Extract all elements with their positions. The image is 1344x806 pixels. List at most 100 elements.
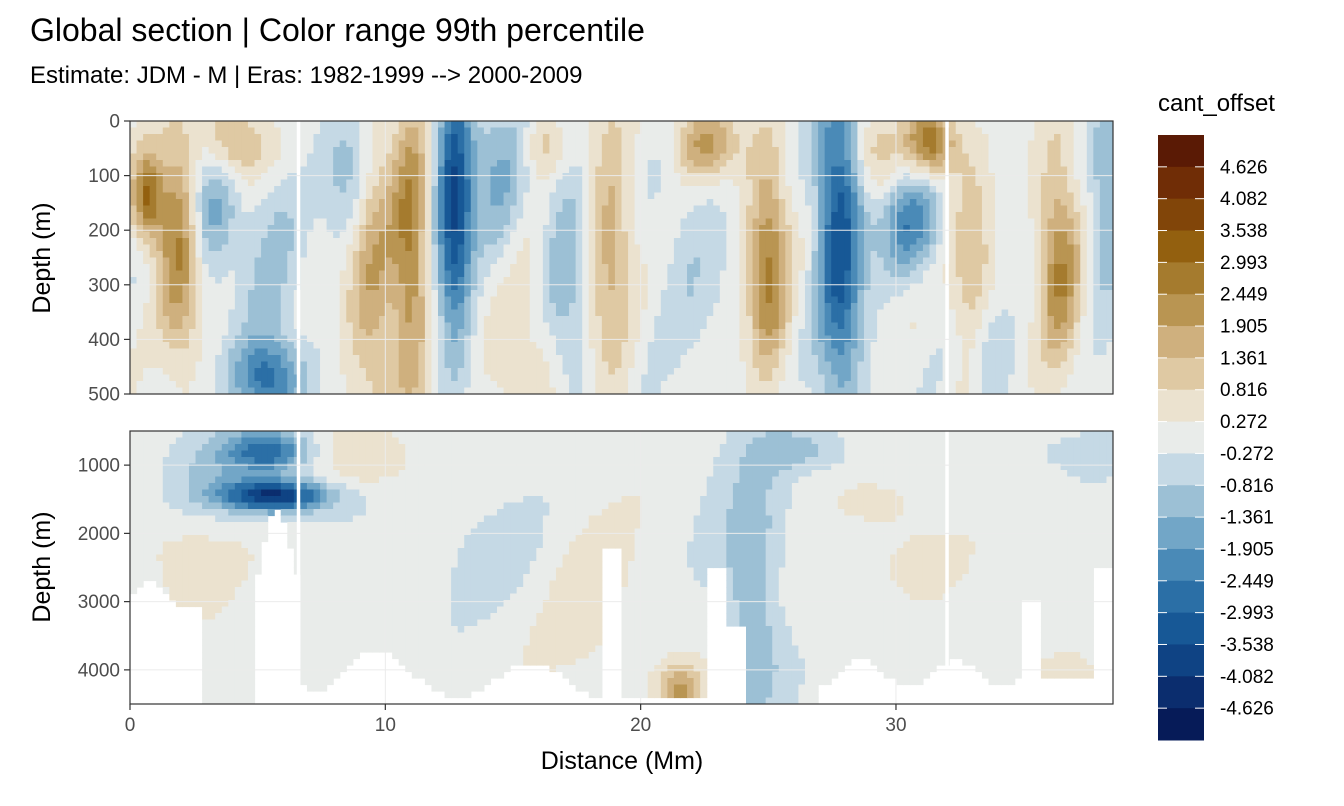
field-cell xyxy=(385,134,393,142)
field-cell xyxy=(444,205,452,213)
field-cell xyxy=(169,186,177,194)
field-cell xyxy=(247,244,256,252)
field-cell xyxy=(267,238,275,246)
field-cell xyxy=(739,134,747,142)
field-cell xyxy=(949,316,957,324)
field-cell xyxy=(1008,296,1016,304)
field-cell xyxy=(169,309,177,317)
field-cell xyxy=(732,153,741,161)
field-cell xyxy=(687,121,695,129)
field-cell xyxy=(929,147,937,155)
field-cell xyxy=(457,186,465,194)
field-cell xyxy=(850,231,859,239)
field-cell xyxy=(903,140,911,148)
field-cell xyxy=(143,121,151,129)
field-cell xyxy=(431,212,439,220)
field-cell xyxy=(280,147,288,155)
field-cell xyxy=(628,166,636,174)
field-cell xyxy=(136,160,144,168)
field-cell xyxy=(877,218,885,226)
field-cell xyxy=(411,290,419,298)
field-cell xyxy=(352,166,360,174)
field-cell xyxy=(202,270,210,278)
field-cell xyxy=(929,283,937,291)
field-cell xyxy=(457,134,465,142)
field-cell xyxy=(136,134,144,142)
field-cell xyxy=(831,257,839,265)
field-cell xyxy=(510,316,518,324)
field-cell xyxy=(529,173,537,181)
field-cell xyxy=(326,244,334,252)
field-cell xyxy=(392,212,400,220)
field-cell xyxy=(824,134,832,142)
field-cell xyxy=(175,231,184,239)
field-cell xyxy=(850,322,859,330)
field-cell xyxy=(392,303,400,311)
field-cell xyxy=(575,179,583,187)
field-cell xyxy=(444,160,452,168)
field-cell xyxy=(477,140,485,148)
field-cell xyxy=(588,270,596,278)
field-cell xyxy=(274,290,282,298)
field-cell xyxy=(949,147,957,155)
field-cell xyxy=(202,212,210,220)
field-cell xyxy=(896,192,904,200)
field-cell xyxy=(143,205,151,213)
field-cell xyxy=(575,270,583,278)
field-cell xyxy=(156,257,164,265)
field-cell xyxy=(798,173,806,181)
field-cell xyxy=(877,225,885,233)
field-cell xyxy=(798,244,806,252)
field-cell xyxy=(359,251,367,259)
field-cell xyxy=(700,277,708,285)
field-cell xyxy=(438,192,446,200)
field-cell xyxy=(175,290,184,298)
field-cell xyxy=(339,277,347,285)
field-cell xyxy=(1034,329,1042,337)
field-cell xyxy=(654,251,662,259)
field-cell xyxy=(405,127,413,135)
field-cell xyxy=(818,303,826,311)
field-cell xyxy=(575,290,583,298)
field-cell xyxy=(130,329,138,337)
field-cell xyxy=(136,205,144,213)
field-cell xyxy=(549,251,557,259)
field-cell xyxy=(765,231,773,239)
field-cell xyxy=(1040,257,1049,265)
field-cell xyxy=(811,225,819,233)
field-cell xyxy=(503,173,511,181)
field-cell xyxy=(398,205,406,213)
field-cell xyxy=(896,218,904,226)
field-cell xyxy=(280,257,288,265)
field-cell xyxy=(385,290,393,298)
field-cell xyxy=(149,244,157,252)
field-cell xyxy=(477,166,485,174)
field-cell xyxy=(968,192,976,200)
field-cell xyxy=(438,212,446,220)
field-cell xyxy=(903,290,911,298)
field-cell xyxy=(1027,205,1035,213)
field-cell xyxy=(228,218,236,226)
field-cell xyxy=(890,283,898,291)
field-cell xyxy=(981,309,990,317)
field-cell xyxy=(608,192,616,200)
field-cell xyxy=(922,140,931,148)
field-cell xyxy=(870,160,878,168)
field-cell xyxy=(188,166,197,174)
field-cell xyxy=(680,147,688,155)
field-cell xyxy=(1073,322,1081,330)
field-cell xyxy=(785,329,793,337)
field-cell xyxy=(503,257,511,265)
field-cell xyxy=(654,140,662,148)
field-cell xyxy=(759,231,767,239)
field-cell xyxy=(569,186,577,194)
field-cell xyxy=(320,199,328,207)
field-cell xyxy=(791,322,800,330)
field-cell xyxy=(1106,160,1113,168)
field-cell xyxy=(673,322,682,330)
field-cell xyxy=(981,244,990,252)
field-cell xyxy=(726,147,734,155)
field-cell xyxy=(968,205,976,213)
field-cell xyxy=(634,303,642,311)
field-cell xyxy=(234,296,242,304)
